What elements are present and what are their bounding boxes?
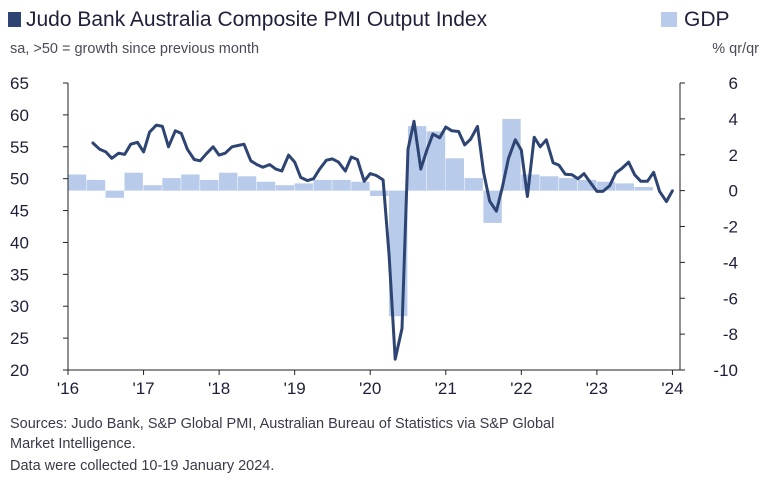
x-tick-label: '19 — [284, 379, 306, 398]
x-tick-label: '24 — [661, 379, 683, 398]
gdp-legend-label: GDP — [684, 8, 730, 31]
gdp-bar — [577, 179, 597, 191]
gdp-bar — [559, 178, 578, 191]
x-tick-label: '22 — [510, 379, 532, 398]
axes: 20 25 30 35 40 45 50 55 60 65 -10 -8 -6 -4 -2 0 2 4 6 '16 '1… — [10, 74, 738, 398]
gdp-bar — [200, 179, 219, 191]
gdp-bar — [86, 179, 106, 191]
x-tick-label: '23 — [586, 379, 608, 398]
chart-subtitle: sa, >50 = growth since previous month — [10, 41, 260, 57]
right-tick-label: 6 — [729, 74, 738, 93]
gdp-bar — [313, 179, 332, 191]
pmi-line-layer — [91, 119, 674, 361]
left-tick-label: 45 — [10, 202, 29, 221]
right-tick-label: 2 — [729, 146, 738, 165]
left-tick-label: 30 — [10, 297, 29, 316]
right-tick-label: 4 — [729, 110, 738, 129]
right-tick-label: -2 — [723, 218, 738, 237]
gdp-bar — [464, 178, 483, 191]
right-tick-label: -6 — [723, 289, 738, 308]
chart-title: Judo Bank Australia Composite PMI Output… — [26, 8, 488, 31]
left-tick-label: 25 — [10, 329, 29, 348]
gdp-bar — [540, 176, 559, 191]
x-tick-label: '18 — [208, 379, 230, 398]
left-tick-label: 20 — [10, 361, 29, 380]
gdp-bar — [445, 158, 464, 191]
gdp-bar — [143, 185, 162, 191]
gdp-bar — [426, 131, 446, 191]
gdp-bar — [124, 172, 143, 191]
gdp-bar — [275, 185, 294, 191]
x-tick-label: '17 — [132, 379, 154, 398]
source-line-2: Market Intelligence. — [10, 436, 136, 452]
right-axis-unit: % qr/qr — [712, 41, 759, 57]
pmi-line — [91, 119, 674, 361]
gdp-bar — [370, 190, 389, 196]
source-line-1: Sources: Judo Bank, S&P Global PMI, Aust… — [10, 416, 555, 432]
gdp-legend-swatch — [661, 12, 677, 27]
gdp-bar — [181, 174, 200, 191]
gdp-bar — [596, 181, 616, 191]
right-tick-label: -10 — [713, 361, 738, 380]
left-tick-label: 60 — [10, 106, 29, 125]
gdp-bar — [256, 181, 276, 191]
left-tick-label: 35 — [10, 265, 29, 284]
gdp-bars — [67, 118, 653, 317]
gdp-bar — [634, 187, 653, 191]
right-tick-label: 0 — [729, 182, 738, 201]
data-collection-note: Data were collected 10-19 January 2024. — [10, 458, 275, 474]
right-tick-label: -4 — [723, 253, 738, 272]
pmi-legend-swatch — [8, 12, 21, 27]
x-tick-label: '20 — [359, 379, 381, 398]
left-tick-label: 65 — [10, 74, 29, 93]
left-tick-label: 40 — [10, 233, 29, 252]
gdp-bar — [294, 183, 313, 191]
gdp-bar — [219, 172, 238, 191]
gdp-bar — [162, 178, 181, 191]
gdp-bar — [67, 174, 87, 191]
left-tick-label: 55 — [10, 138, 29, 157]
left-tick-label: 50 — [10, 170, 29, 189]
gdp-bar — [615, 183, 634, 191]
gdp-bar — [351, 181, 370, 191]
x-tick-label: '21 — [435, 379, 457, 398]
gdp-bar — [237, 176, 257, 191]
gdp-bar — [332, 179, 351, 191]
gdp-bar — [105, 190, 124, 198]
right-tick-label: -8 — [723, 325, 738, 344]
gdp-bar — [407, 126, 427, 191]
x-tick-label: '16 — [57, 379, 79, 398]
